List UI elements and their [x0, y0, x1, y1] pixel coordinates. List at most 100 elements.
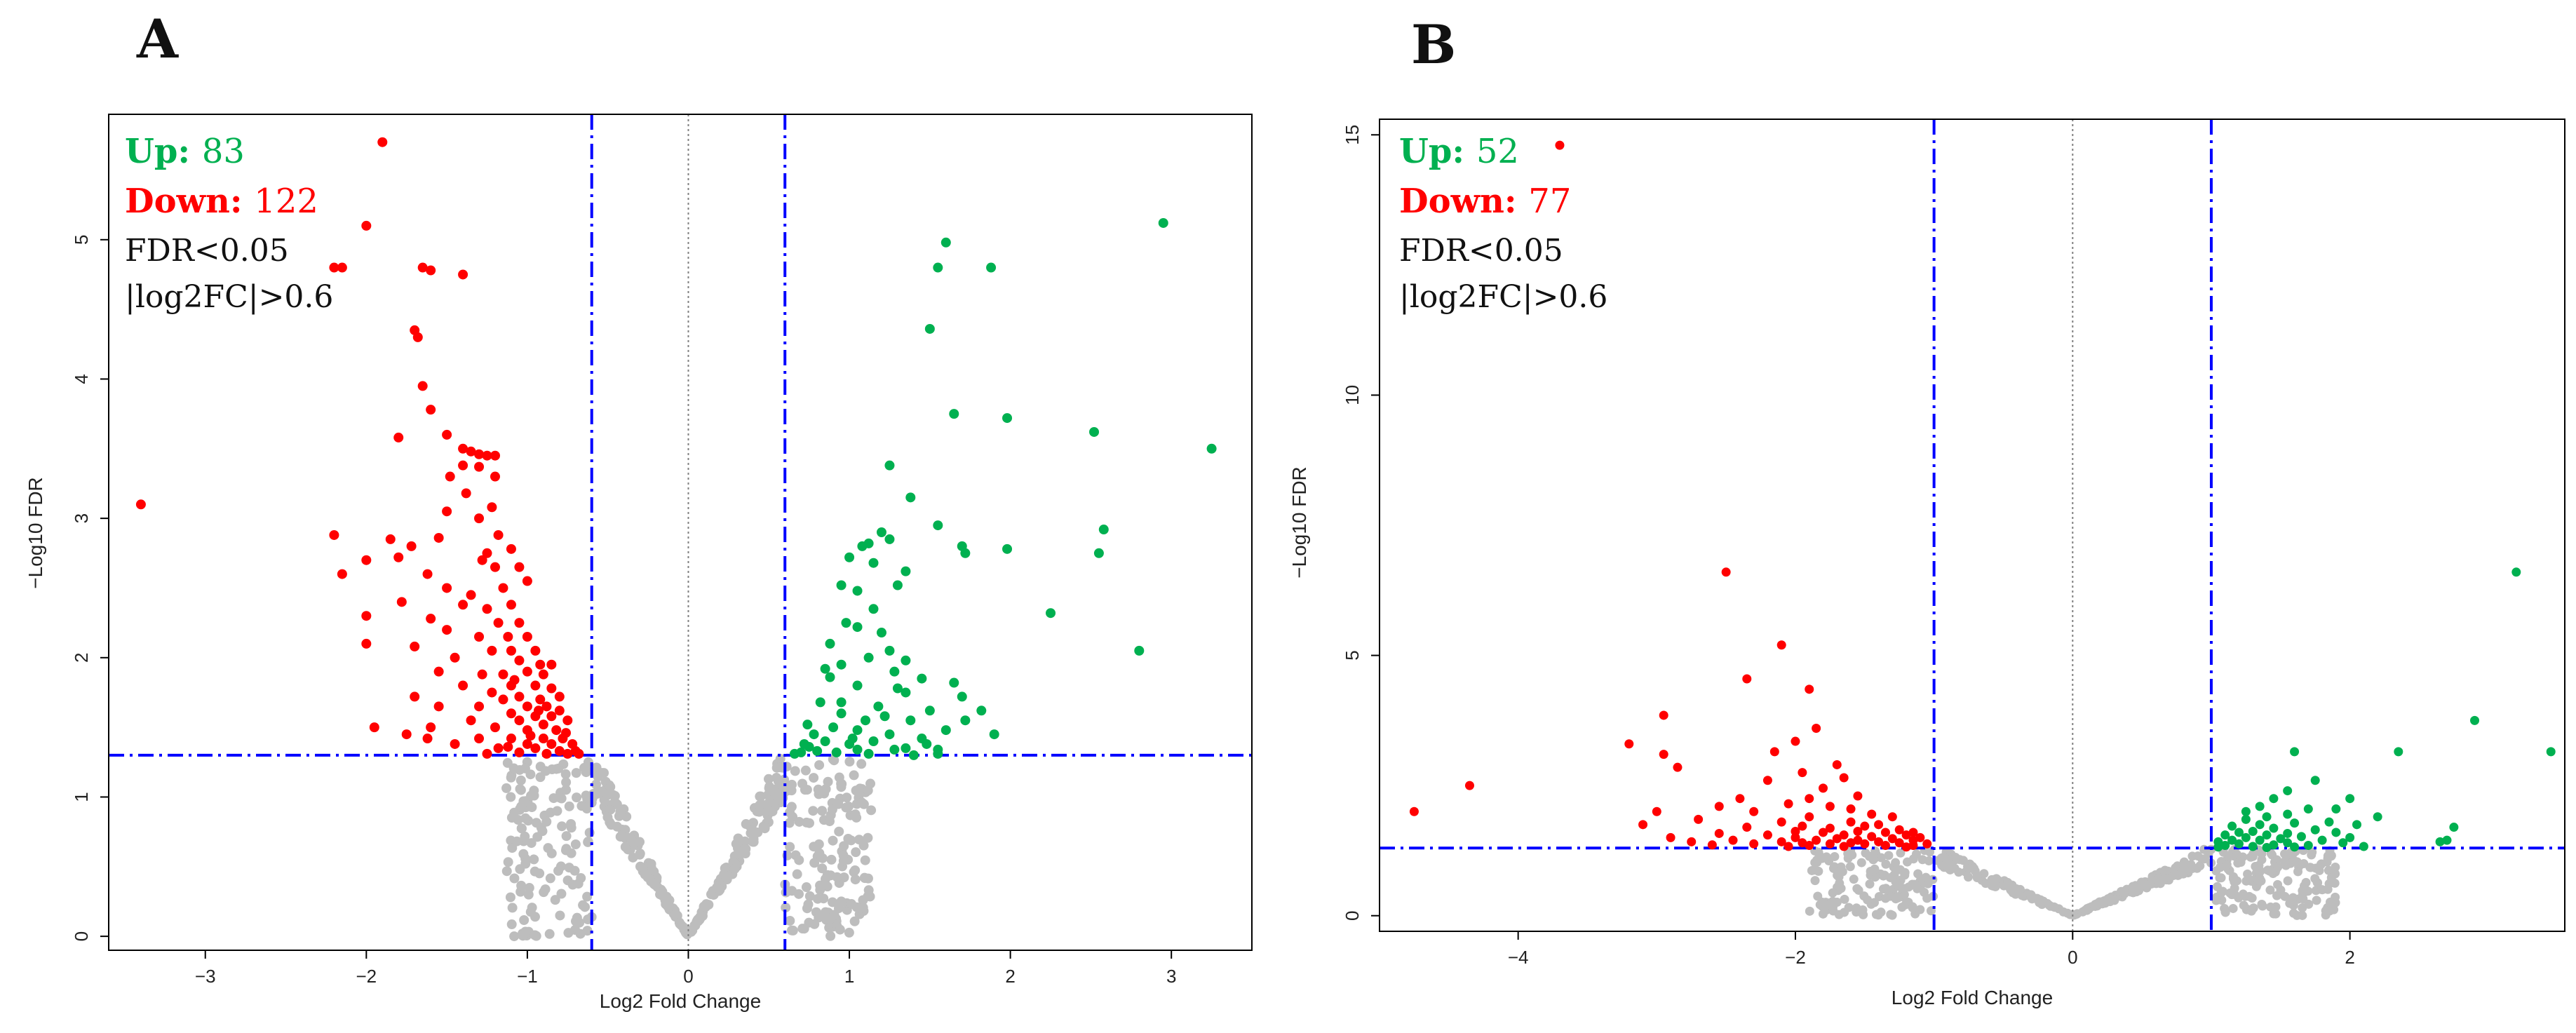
ns-point	[839, 841, 849, 851]
up-point	[2345, 794, 2355, 804]
down-point	[522, 701, 532, 712]
down-point	[477, 555, 487, 565]
ns-point	[1893, 893, 1903, 903]
ns-point	[814, 848, 825, 858]
panel-a-significant-points	[135, 137, 1217, 760]
ns-point	[2236, 857, 2246, 867]
ns-point	[1863, 895, 1873, 905]
ns-point	[572, 792, 582, 803]
x-tick-label: 2	[2345, 947, 2354, 968]
up-point	[844, 552, 855, 562]
up-point	[802, 720, 813, 730]
up-point	[809, 729, 819, 740]
down-point	[482, 748, 492, 759]
up-point	[884, 460, 895, 471]
down-point	[1805, 812, 1814, 822]
ns-point	[812, 893, 823, 904]
ns-point	[507, 903, 518, 913]
down-point	[493, 618, 504, 628]
up-point	[879, 711, 890, 722]
panel-a-ns-points	[501, 754, 877, 942]
ns-point	[544, 929, 555, 939]
ns-point	[844, 927, 854, 938]
down-point	[1694, 814, 1704, 824]
ns-point	[2082, 905, 2091, 914]
ns-point	[537, 826, 548, 837]
ns-point	[501, 866, 512, 877]
up-point	[2338, 838, 2348, 848]
ns-point	[2035, 895, 2045, 905]
x-tick-label: −2	[1785, 947, 1806, 968]
down-point	[1735, 794, 1745, 804]
ns-point	[561, 777, 572, 788]
down-point	[506, 645, 516, 656]
panel-a: A −3 −2 −1 0 1 2 3 0 1 2 3 4 5 Log2 Fold Change −Lo…	[25, 8, 1253, 1012]
ns-point	[849, 770, 859, 781]
down-point	[1839, 830, 1849, 840]
ns-point	[821, 874, 831, 884]
y-tick-label: 10	[1342, 385, 1363, 405]
ns-point	[785, 842, 795, 852]
ns-point	[801, 882, 811, 893]
ns-point	[2246, 852, 2255, 862]
down-point	[1819, 828, 1828, 837]
up-point	[2359, 842, 2368, 851]
down-point	[506, 600, 516, 610]
ns-point	[657, 886, 668, 897]
up-point	[1206, 443, 1217, 454]
ns-point	[1884, 851, 1894, 860]
up-point	[852, 586, 863, 596]
ns-point	[1843, 849, 1853, 858]
up-point	[2310, 825, 2320, 835]
up-point	[2234, 828, 2244, 837]
up-point	[2442, 835, 2452, 845]
down-point	[433, 701, 444, 712]
down-point	[535, 659, 546, 670]
down-point	[546, 659, 557, 670]
down-point	[393, 552, 404, 562]
up-point	[1002, 413, 1013, 424]
ns-point	[646, 858, 656, 869]
panel-a-y-title: −Log10 FDR	[25, 477, 46, 589]
down-point	[522, 738, 532, 749]
ns-point	[829, 755, 839, 766]
ns-point	[850, 809, 861, 820]
down-point	[474, 701, 485, 712]
ns-point	[1880, 893, 1890, 903]
ns-point	[809, 842, 819, 852]
down-point	[1805, 841, 1814, 851]
ns-point	[2288, 849, 2298, 859]
down-point	[525, 731, 536, 741]
down-point	[1464, 781, 1474, 790]
ns-point	[1887, 910, 1897, 920]
ns-point	[561, 831, 572, 842]
ns-point	[851, 847, 861, 858]
up-point	[989, 729, 999, 740]
ns-point	[2216, 888, 2226, 898]
ns-point	[2195, 861, 2205, 871]
up-point	[1158, 217, 1168, 228]
ns-point	[2230, 889, 2239, 899]
ns-point	[566, 818, 576, 829]
ns-point	[1963, 872, 1973, 882]
ns-point	[1891, 858, 1901, 867]
down-point	[506, 708, 516, 719]
down-point	[1832, 834, 1842, 844]
ns-point	[580, 902, 591, 912]
ns-point	[809, 773, 819, 783]
ns-point	[813, 784, 823, 795]
ns-point	[687, 925, 698, 936]
down-point	[361, 638, 372, 649]
down-point	[1791, 736, 1800, 746]
down-point	[1659, 710, 1668, 720]
down-point	[1867, 809, 1877, 819]
up-point	[905, 715, 916, 726]
ns-point	[1928, 875, 1938, 884]
ns-point	[573, 879, 584, 889]
up-point	[2255, 835, 2265, 845]
panel-b: B −4 −2 0 2 0 5 10 15 Log2 Fold Change −Log10 …	[1288, 13, 2565, 1008]
ns-point	[541, 816, 552, 827]
ns-point	[550, 895, 560, 905]
down-point	[514, 618, 525, 628]
panel-b-x-axis: −4 −2 0 2	[1508, 931, 2355, 968]
